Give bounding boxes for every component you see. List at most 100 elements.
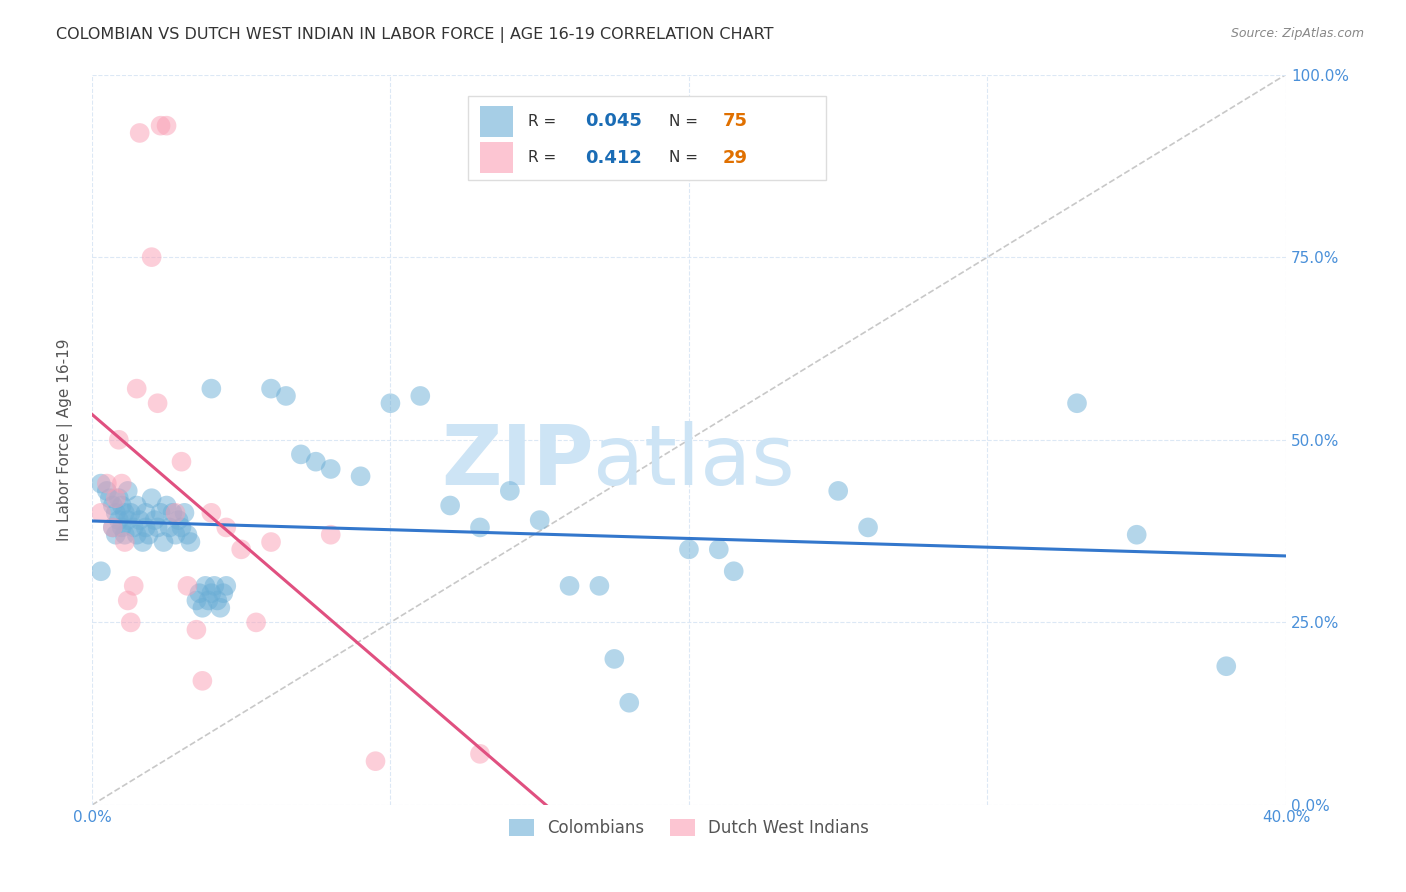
Point	[231, 542, 253, 557]
Point	[101, 499, 124, 513]
Point	[176, 579, 198, 593]
Point	[114, 527, 136, 541]
Point	[305, 455, 328, 469]
Point	[104, 527, 127, 541]
Point	[202, 579, 225, 593]
Point	[111, 476, 134, 491]
Point	[135, 506, 157, 520]
Point	[707, 542, 730, 557]
Text: 0.412: 0.412	[585, 149, 643, 167]
Point	[170, 520, 193, 534]
Point	[114, 506, 136, 520]
Legend: Colombians, Dutch West Indians: Colombians, Dutch West Indians	[502, 813, 876, 844]
Point	[409, 389, 432, 403]
Point	[468, 747, 491, 761]
Point	[212, 586, 235, 600]
Point	[1066, 396, 1088, 410]
Point	[96, 476, 118, 491]
Point	[152, 535, 174, 549]
Point	[380, 396, 402, 410]
Point	[827, 483, 849, 498]
Point	[107, 433, 129, 447]
Point	[125, 499, 148, 513]
Point	[274, 389, 297, 403]
Point	[120, 615, 142, 630]
Point	[167, 513, 190, 527]
Point	[1125, 527, 1147, 541]
Point	[90, 506, 112, 520]
Point	[114, 535, 136, 549]
Point	[117, 593, 139, 607]
Point	[260, 535, 283, 549]
Point	[191, 673, 214, 688]
Point	[117, 513, 139, 527]
Point	[215, 579, 238, 593]
Bar	[479, 143, 513, 173]
Point	[155, 499, 177, 513]
Point	[101, 520, 124, 534]
Point	[141, 491, 163, 506]
Point	[176, 527, 198, 541]
Point	[107, 513, 129, 527]
Point	[856, 520, 879, 534]
Point	[319, 462, 342, 476]
Point	[90, 476, 112, 491]
Point	[146, 396, 169, 410]
Point	[619, 696, 641, 710]
Point	[131, 535, 153, 549]
Point	[149, 506, 172, 520]
Text: N =: N =	[669, 150, 703, 165]
Point	[111, 520, 134, 534]
Point	[364, 754, 387, 768]
Point	[155, 119, 177, 133]
Point	[146, 520, 169, 534]
Point	[349, 469, 371, 483]
Text: R =: R =	[527, 114, 561, 128]
Point	[98, 491, 121, 506]
FancyBboxPatch shape	[468, 96, 827, 180]
Point	[186, 623, 208, 637]
Point	[723, 564, 745, 578]
Point	[439, 499, 461, 513]
Point	[207, 593, 229, 607]
Point	[138, 527, 160, 541]
Text: R =: R =	[527, 150, 561, 165]
Point	[122, 579, 145, 593]
Point	[104, 506, 127, 520]
Point	[603, 652, 626, 666]
Point	[179, 535, 201, 549]
Point	[117, 483, 139, 498]
Point	[149, 119, 172, 133]
Point	[200, 382, 222, 396]
Point	[194, 579, 217, 593]
Point	[290, 447, 312, 461]
Point	[245, 615, 267, 630]
Point	[125, 527, 148, 541]
Text: N =: N =	[669, 114, 703, 128]
Point	[162, 506, 184, 520]
Point	[125, 382, 148, 396]
Point	[135, 520, 157, 534]
Point	[260, 382, 283, 396]
Point	[96, 483, 118, 498]
Text: ZIP: ZIP	[441, 421, 593, 502]
Point	[159, 520, 181, 534]
Point	[111, 499, 134, 513]
Point	[678, 542, 700, 557]
Text: 0.045: 0.045	[585, 112, 643, 130]
Text: 29: 29	[723, 149, 748, 167]
Point	[191, 600, 214, 615]
Point	[209, 600, 232, 615]
Point	[165, 527, 187, 541]
Text: 75: 75	[723, 112, 748, 130]
Point	[141, 250, 163, 264]
Point	[90, 564, 112, 578]
Point	[200, 586, 222, 600]
Point	[128, 126, 150, 140]
Point	[128, 513, 150, 527]
Point	[1215, 659, 1237, 673]
Point	[104, 491, 127, 506]
Point	[165, 506, 187, 520]
Point	[588, 579, 610, 593]
Point	[200, 506, 222, 520]
